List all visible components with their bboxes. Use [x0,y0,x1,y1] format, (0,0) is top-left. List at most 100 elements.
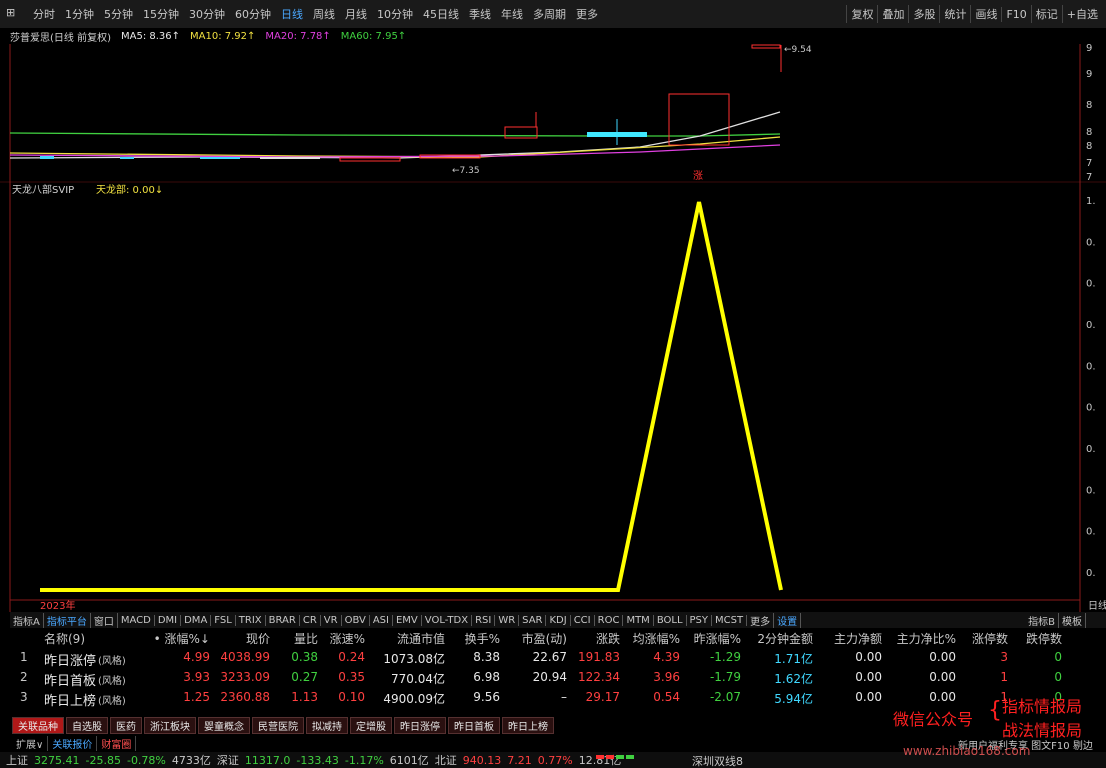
table-cell: 3233.09 [220,670,270,684]
column-header[interactable]: 主力净额 [833,632,882,646]
indicator-tab[interactable]: BRAR [266,614,300,626]
indicator-tab[interactable]: CCI [571,614,595,626]
column-header[interactable]: 量比 [293,632,318,646]
notice[interactable]: 新用户福利专享 图文F10 剔边 [958,741,1093,752]
column-header[interactable]: 现价 [245,632,270,646]
tool-button[interactable]: 叠加 [877,5,908,23]
table-cell: 1.71亿 [774,652,813,666]
period-tab[interactable]: 10分钟 [377,8,413,21]
period-tab[interactable]: 分时 [33,8,55,21]
sector-tab[interactable]: 关联品种 [12,716,64,734]
sub-item[interactable]: 扩展∨ [12,735,49,751]
column-header[interactable]: 换手% [464,632,500,646]
sub-item[interactable]: 财富圈 [97,735,137,751]
period-tab[interactable]: 年线 [501,8,523,21]
status-item: -0.78% [126,753,166,767]
indicator-tab[interactable]: MTM [623,614,654,626]
indicator-tab[interactable]: FSL [211,614,236,626]
indicator-tab[interactable]: 设置 [774,612,802,628]
column-header[interactable]: 昨涨幅% [693,632,741,646]
indicator-tab[interactable]: KDJ [546,614,571,626]
indicator-tab[interactable]: 更多 [747,612,775,628]
indicator-tab[interactable]: MCST [712,614,748,626]
sector-tab[interactable]: 医药 [110,716,142,734]
period-tab[interactable]: 月线 [345,8,367,21]
tool-button[interactable]: 标记 [1030,5,1062,23]
sub-item[interactable]: 关联报价 [48,735,98,751]
indicator-tab[interactable]: ASI [370,614,393,626]
indicator-tab[interactable]: 模板 [1059,612,1086,628]
tool-button[interactable]: +自选 [1061,5,1102,23]
indicator-tab[interactable]: 指标平台 [44,612,91,628]
tool-button[interactable]: 多股 [908,5,939,23]
tool-button[interactable]: F10 [1001,6,1030,22]
column-header[interactable]: 流通市值 [396,632,445,646]
sector-tab[interactable]: 自选股 [66,716,108,734]
indicator-tab[interactable]: OBV [342,614,370,626]
sector-tab[interactable]: 民营医院 [252,716,304,734]
indicator-tab[interactable]: WR [495,614,520,626]
column-header[interactable]: 涨速% [329,632,365,646]
period-tab[interactable]: 60分钟 [235,8,271,21]
tool-button[interactable]: 复权 [846,5,877,23]
column-header[interactable]: 市盈(动) [521,632,567,646]
mini-bar [596,755,604,759]
column-header[interactable]: 涨停数 [971,632,1008,646]
indicator-tab[interactable]: VOL-TDX [422,614,473,626]
table-row[interactable]: 2 昨日首板 (风格) 3.93 3233.09 0.27 0.35 770.04亿 6.98 2… [0,670,1106,689]
sector-tab[interactable]: 昨日涨停 [394,716,446,734]
indicator-tab[interactable]: CR [300,614,321,626]
indicator-tab[interactable]: DMA [181,614,212,626]
indicator-tab[interactable]: DMI [155,614,182,626]
table-row[interactable]: 3 昨日上榜 (风格) 1.25 2360.88 1.13 0.10 4900.09亿 9.56… [0,690,1106,709]
sector-tab[interactable]: 昨日首板 [448,716,500,734]
column-header[interactable]: 跌停数 [1025,632,1062,646]
indicator-tab[interactable]: 指标A [10,612,44,628]
indicator-tab[interactable]: EMV [393,614,422,626]
indicator-tab[interactable]: BOLL [654,614,687,626]
status-item: 7.21 [507,753,532,767]
sub-bar: 扩展∨ 关联报价 财富圈 [12,735,137,751]
column-header[interactable]: 名称(9) [44,632,85,646]
indicator-tab[interactable]: VR [321,614,342,626]
mini-bar [616,755,624,759]
watermark-label: 微信公众号 [893,710,974,729]
menu-icon[interactable]: ⊞ [6,6,16,19]
sector-tab[interactable]: 定增股 [350,716,392,734]
period-tab[interactable]: 45日线 [423,8,459,21]
axis-label: 9 [1086,69,1092,80]
column-header[interactable]: 2分钟金额 [757,632,813,646]
period-tab[interactable]: 多周期 [533,8,566,21]
indicator-tab[interactable]: MACD [118,614,155,626]
tool-button[interactable]: 统计 [939,5,970,23]
period-tab[interactable]: 5分钟 [104,8,133,21]
indicator-tab[interactable]: 窗口 [91,612,118,628]
period-tab[interactable]: 15分钟 [143,8,179,21]
period-tab[interactable]: 季线 [469,8,491,21]
indicator-tab[interactable]: RSI [472,614,496,626]
sector-tab[interactable]: 拟减持 [306,716,348,734]
indicator-tab[interactable]: SAR [519,614,547,626]
period-tab[interactable]: 日线 [281,8,303,21]
column-header[interactable]: 涨跌 [595,632,620,646]
table-cell: -1.79 [709,670,741,684]
sector-tab[interactable]: 昨日上榜 [502,716,554,734]
period-tab[interactable]: 周线 [313,8,335,21]
sector-tab[interactable]: 浙江板块 [144,716,196,734]
indicator-tab[interactable]: PSY [687,614,713,626]
period-tab[interactable]: 更多 [576,8,598,21]
column-header[interactable]: • 涨幅%↓ [153,632,210,646]
row-name: 昨日首板 [44,674,97,689]
period-tab[interactable]: 1分钟 [65,8,94,21]
indicator-value: 天龙部: 0.00↓ [96,183,163,196]
indicator-tab[interactable]: TRIX [236,614,266,626]
sector-tab[interactable]: 婴童概念 [198,716,250,734]
column-header[interactable]: 均涨幅% [632,632,680,646]
table-row[interactable]: 1 昨日涨停 (风格) 4.99 4038.99 0.38 0.24 1073.08亿 8.38… [0,650,1106,669]
tool-button[interactable]: 画线 [970,5,1001,23]
column-header[interactable]: 主力净比% [896,632,956,646]
period-tab[interactable]: 30分钟 [189,8,225,21]
indicator-tab[interactable]: ROC [595,614,624,626]
table-cell: 0.00 [929,690,956,704]
indicator-tab[interactable]: 指标B [1025,612,1059,628]
